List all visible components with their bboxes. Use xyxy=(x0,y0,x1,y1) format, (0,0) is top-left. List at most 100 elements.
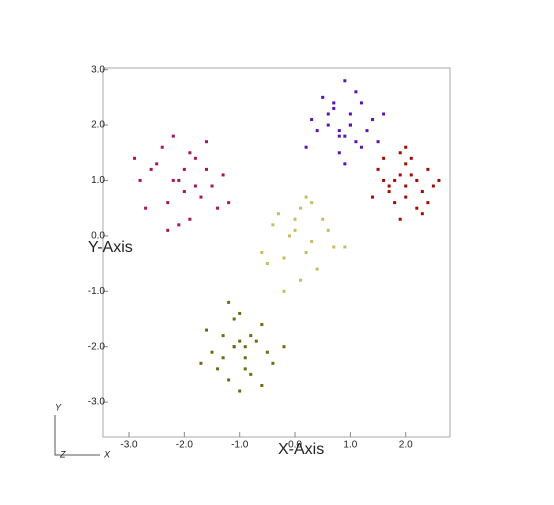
point xyxy=(393,201,397,205)
point xyxy=(404,162,408,166)
point xyxy=(282,256,286,260)
point xyxy=(166,201,170,205)
point xyxy=(348,112,352,116)
point xyxy=(221,173,225,177)
axis-triad xyxy=(54,415,100,456)
point xyxy=(155,162,159,166)
point xyxy=(227,201,231,205)
x-tick-label: 0.0 xyxy=(288,440,302,451)
point xyxy=(149,167,153,171)
point xyxy=(260,383,264,387)
point xyxy=(171,178,175,182)
point xyxy=(199,195,203,199)
point xyxy=(359,145,363,149)
point xyxy=(304,251,308,254)
point xyxy=(304,195,308,199)
point xyxy=(415,206,419,210)
point xyxy=(260,251,264,254)
point xyxy=(232,317,236,321)
point xyxy=(260,323,264,327)
point xyxy=(437,178,441,182)
point xyxy=(293,228,297,232)
point xyxy=(293,217,297,221)
point xyxy=(415,178,419,182)
point xyxy=(177,178,181,182)
triad-x: X xyxy=(103,449,111,459)
point xyxy=(227,300,231,304)
point xyxy=(182,190,186,194)
point xyxy=(232,345,236,349)
point xyxy=(354,140,358,144)
y-tick-label: 1.0 xyxy=(91,175,105,186)
y-tick-label: 3.0 xyxy=(91,64,105,75)
y-tick-label: -2.0 xyxy=(88,341,106,352)
point xyxy=(354,90,358,94)
point xyxy=(265,262,269,266)
point xyxy=(332,101,336,105)
point xyxy=(343,134,347,138)
x-tick-label: 2.0 xyxy=(399,440,413,451)
point xyxy=(326,123,330,127)
point xyxy=(310,201,314,205)
point xyxy=(420,190,424,194)
point xyxy=(376,167,380,171)
point xyxy=(249,372,253,376)
y-axis-title: Y-Axis xyxy=(88,239,133,256)
point xyxy=(398,217,402,221)
point xyxy=(138,178,142,182)
point xyxy=(326,112,330,116)
point xyxy=(343,79,347,83)
point xyxy=(249,334,253,338)
point xyxy=(343,162,347,166)
point xyxy=(326,228,330,232)
point xyxy=(332,245,336,249)
point xyxy=(243,345,247,349)
point xyxy=(171,134,175,138)
x-tick-label: 1.0 xyxy=(343,440,357,451)
point xyxy=(271,361,275,365)
point xyxy=(398,173,402,177)
point xyxy=(243,367,247,371)
point xyxy=(371,195,375,199)
point xyxy=(210,184,214,188)
point xyxy=(204,167,208,171)
x-axis-title: X-Axis xyxy=(278,441,324,458)
point xyxy=(409,173,413,177)
point xyxy=(282,345,286,349)
point xyxy=(382,156,386,160)
point xyxy=(365,129,369,133)
triad-z: Z xyxy=(59,449,66,459)
point xyxy=(332,106,336,110)
triad-y: Y xyxy=(55,402,62,412)
point xyxy=(210,350,214,354)
point xyxy=(337,134,341,138)
point xyxy=(243,356,247,360)
point xyxy=(348,123,352,127)
point xyxy=(193,156,197,160)
x-tick-label: -1.0 xyxy=(231,440,249,451)
point xyxy=(321,95,325,99)
point xyxy=(227,378,231,382)
point xyxy=(315,267,319,271)
point xyxy=(426,167,430,171)
point xyxy=(387,184,391,188)
point xyxy=(188,217,192,221)
point xyxy=(182,167,186,171)
y-tick-label: -3.0 xyxy=(88,397,106,408)
point xyxy=(177,223,181,227)
y-tick-label: -1.0 xyxy=(88,286,106,297)
point xyxy=(276,212,280,216)
point xyxy=(337,129,341,133)
point xyxy=(216,206,220,210)
point xyxy=(404,145,408,149)
y-tick-label: 2.0 xyxy=(91,120,105,131)
point xyxy=(271,223,275,227)
point xyxy=(310,239,314,243)
point xyxy=(221,356,225,360)
point xyxy=(359,101,363,105)
point xyxy=(254,339,258,343)
point xyxy=(238,339,242,343)
point xyxy=(310,118,314,122)
point xyxy=(193,184,197,188)
